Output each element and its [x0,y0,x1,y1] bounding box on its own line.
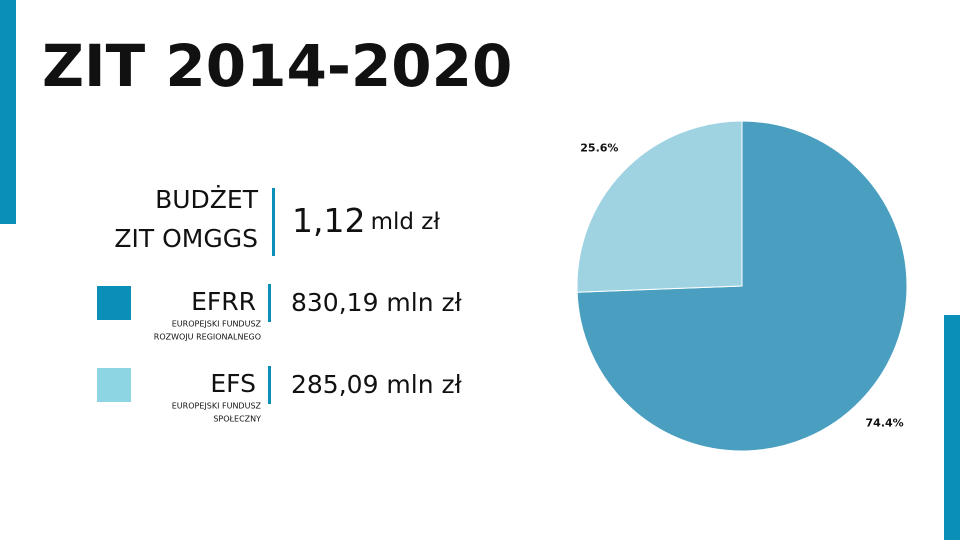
data-label: 25.6% [580,142,618,155]
title: ZIT 2014-2020 [42,32,512,100]
budget-label: ZIT OMGGS [114,224,258,253]
divider [268,366,271,404]
fund-description: EUROPEJSKI FUNDUSZ [172,402,262,411]
funds: EFRR 830,19 mln zł EUROPEJSKI FUNDUSZ ROZWO… [97,284,463,424]
budget-label: BUDŻET [155,185,259,214]
data-label: 74.4% [866,416,904,429]
fund-name: EFS [210,369,256,398]
fund-description: ROZWOJU REGIONALNEGO [154,333,261,342]
fund-description: SPOŁECZNY [213,415,261,424]
decor-bar [0,0,16,224]
budget-amount: 1,12 mld zł [292,201,440,240]
fund-amount: 830,19 mln zł [291,288,463,317]
pie-slice [576,120,743,293]
divider [272,188,275,256]
fund-name: EFRR [191,287,256,316]
fund-amount: 285,09 mln zł [291,370,463,399]
budget-value: 1,12 [292,201,365,240]
fund-swatch [97,286,131,320]
fund-swatch [97,368,131,402]
budget-unit: mld zł [371,209,441,235]
decor-bar [944,315,960,540]
fund-description: EUROPEJSKI FUNDUSZ [172,320,262,329]
pie-chart: 74.4% 25.6% [576,120,908,452]
divider [268,284,271,322]
